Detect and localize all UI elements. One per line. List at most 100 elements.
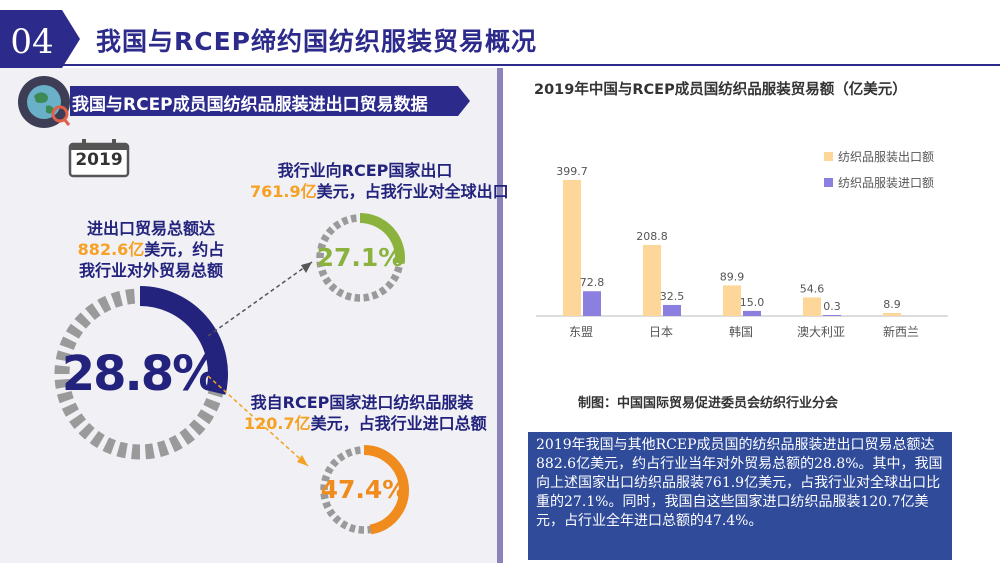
- donut-track-segment: [85, 303, 101, 321]
- export-share-donut: [316, 213, 405, 302]
- globe-icon: [18, 76, 71, 128]
- donut-track-segment: [61, 402, 79, 417]
- total-text: 进出口贸易总额达 882.6亿美元，约占 我行业对外贸易总额: [56, 218, 246, 281]
- bar: [883, 312, 901, 316]
- total-line3: 我行业对外贸易总额: [78, 261, 223, 280]
- import-percent: 47.4%: [320, 475, 408, 504]
- calendar-icon: [68, 139, 130, 178]
- export-amount: 761.9亿: [250, 182, 317, 201]
- donut-track-segment: [69, 413, 87, 429]
- donut-track-segment: [371, 290, 379, 300]
- import-amount: 120.7亿: [244, 414, 311, 433]
- donut-track-segment: [339, 520, 349, 530]
- donut-track-segment: [332, 220, 342, 230]
- donut-track-segment: [74, 312, 92, 329]
- export-percent: 27.1%: [316, 243, 404, 272]
- donut-track-segment: [57, 390, 74, 404]
- category-label: 澳大利亚: [797, 325, 845, 339]
- total-percent: 28.8%: [61, 346, 221, 402]
- donut-track-segment: [325, 226, 335, 236]
- bar: [743, 310, 761, 316]
- donut-track-segment: [348, 523, 356, 533]
- category-label: 日本: [649, 325, 673, 339]
- donut-track-segment: [144, 443, 155, 460]
- bar: [803, 297, 821, 316]
- donut-arc: [139, 286, 228, 395]
- chart-card: [528, 68, 960, 420]
- section-number-badge: 04: [0, 10, 80, 68]
- donut-track-segment: [378, 286, 388, 296]
- chart-source: 制图：中国国际贸易促进委员会纺织行业分会: [578, 396, 839, 411]
- bar: [663, 304, 681, 316]
- category-label: 东盟: [569, 325, 593, 339]
- total-share-donut: [54, 286, 228, 460]
- donut-track-segment: [321, 474, 331, 482]
- donut-track-segment: [335, 288, 345, 298]
- donut-track-segment: [320, 233, 330, 243]
- bar-value-label: 89.9: [720, 270, 745, 283]
- import-line2: 120.7亿美元，占我行业进口总额: [244, 413, 487, 434]
- category-label: 新西兰: [883, 324, 919, 339]
- bar: [823, 315, 841, 316]
- donut-track-segment: [318, 269, 328, 277]
- header-divider: [0, 64, 1000, 66]
- bar-value-label: 8.9: [883, 298, 901, 311]
- donut-track-segment: [336, 452, 346, 462]
- donut-track-segment: [116, 441, 128, 459]
- donut-track-segment: [97, 295, 112, 313]
- donut-track-segment: [102, 437, 116, 455]
- donut-track-segment: [322, 501, 332, 509]
- legend-label: 纺织品服装出口额: [838, 150, 934, 164]
- donut-track-segment: [363, 293, 370, 302]
- donut-track-segment: [78, 422, 95, 440]
- import-line2-rest: 美元，占我行业进口总额: [310, 414, 487, 433]
- import-share-donut: [320, 445, 409, 535]
- year-label: 2019: [75, 150, 123, 170]
- bar-value-label: 0.3: [823, 300, 841, 313]
- donut-track-segment: [390, 273, 400, 283]
- total-line2-rest: 美元，约占: [144, 240, 225, 259]
- donut-track-segment: [179, 427, 195, 445]
- donut-track-segment: [125, 288, 136, 305]
- summary-text: 2019年我国与其他RCEP成员国的纺织品服装进出口贸易总额达882.6亿美元，…: [536, 437, 943, 529]
- donut-track-segment: [54, 378, 71, 389]
- donut-track-segment: [329, 458, 339, 468]
- legend-swatch: [824, 178, 833, 187]
- banner-title: 我国与RCEP成员国纺织品服装进出口贸易数据: [72, 95, 428, 115]
- donut-track-segment: [344, 291, 352, 301]
- legend-label: 纺织品服装进口额: [838, 176, 934, 190]
- donut-track-segment: [393, 266, 403, 274]
- donut-track-segment: [168, 435, 183, 453]
- donut-track-segment: [324, 465, 334, 475]
- donut-track-segment: [326, 508, 336, 518]
- donut-track-segment: [65, 323, 84, 339]
- donut-track-segment: [188, 419, 206, 436]
- import-text: 我自RCEP国家进口纺织品服装 120.7亿美元，占我行业进口总额: [244, 392, 487, 434]
- donut-track-segment: [354, 446, 361, 455]
- donut-track-segment: [350, 214, 357, 223]
- total-line2: 882.6亿美元，约占: [56, 239, 246, 260]
- export-line2: 761.9亿美元，占我行业对全球出口: [250, 181, 509, 202]
- bar-value-label: 72.8: [580, 276, 605, 289]
- bar: [723, 285, 741, 316]
- donut-arc: [363, 445, 409, 535]
- donut-track-segment: [110, 291, 124, 308]
- bar: [643, 244, 661, 316]
- donut-track-segment: [328, 283, 338, 293]
- donut-track-segment: [322, 276, 332, 286]
- bar: [563, 180, 581, 316]
- bar-value-label: 15.0: [740, 296, 765, 309]
- total-line1: 进出口贸易总额达: [86, 219, 215, 238]
- legend-swatch: [824, 152, 833, 161]
- section-banner: [70, 86, 470, 116]
- bar-chart: 399.7 72.8 东盟 208.8 32.5 日本 89.9 15.0 韩国 54.6 0.3 澳…: [536, 150, 948, 339]
- section-number: 04: [10, 22, 53, 62]
- donut-track-segment: [332, 515, 342, 525]
- total-amount: 882.6亿: [77, 240, 145, 259]
- connector-arrows: [207, 261, 313, 467]
- bar-value-label: 54.6: [800, 282, 825, 295]
- category-label: 韩国: [729, 324, 753, 339]
- export-text: 我行业向RCEP国家出口 761.9亿美元，占我行业对全球出口: [250, 160, 509, 202]
- donut-track-segment: [385, 280, 395, 290]
- donut-track-segment: [89, 430, 105, 449]
